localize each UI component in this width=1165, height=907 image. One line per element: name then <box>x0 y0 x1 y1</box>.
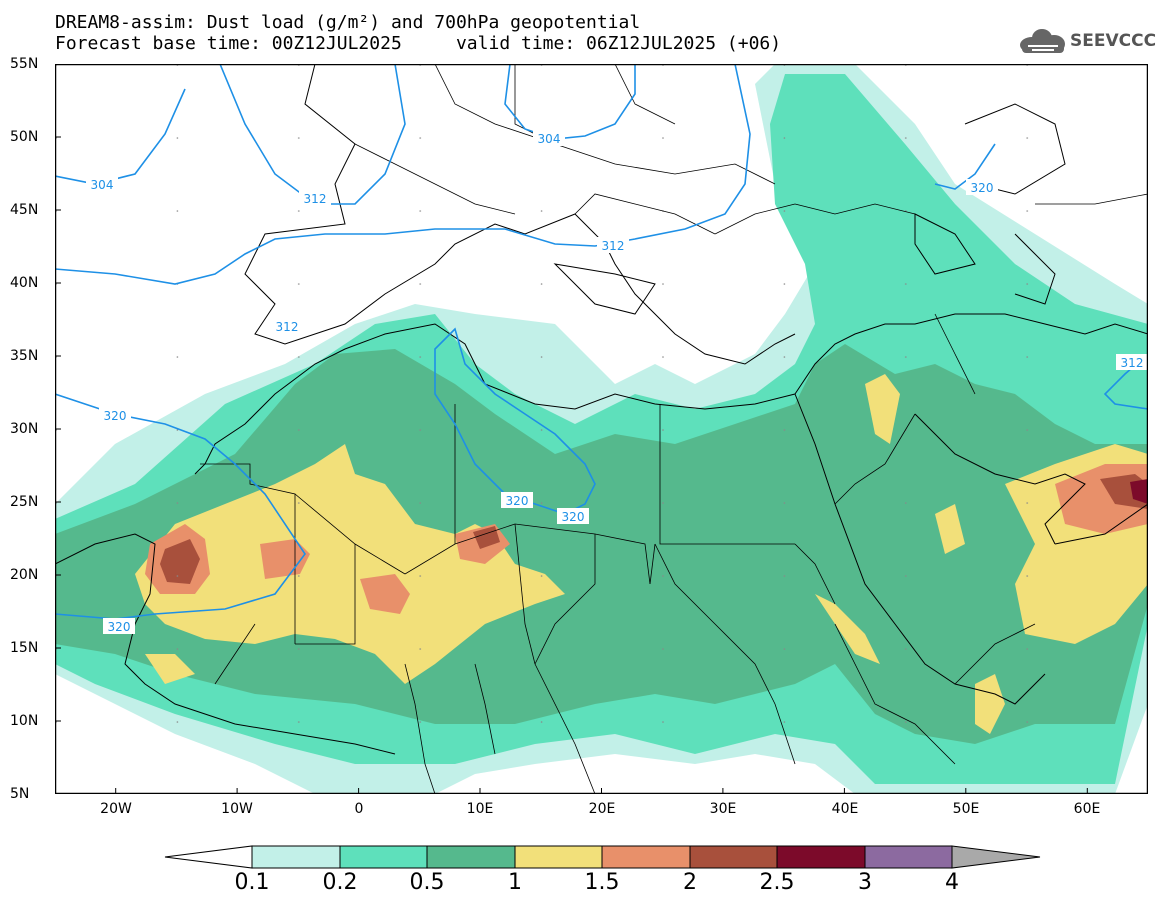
lat-label: 25N <box>10 494 39 510</box>
lat-label: 30N <box>10 421 39 437</box>
svg-text:312: 312 <box>276 320 299 334</box>
colorbar-bin <box>339 845 428 869</box>
chart-title: DREAM8-assim: Dust load (g/m²) and 700hP… <box>55 12 641 33</box>
lon-label: 50E <box>952 801 980 817</box>
colorbar-bin <box>601 845 691 869</box>
svg-text:320: 320 <box>562 510 585 524</box>
contour-label: 312 <box>1116 354 1148 370</box>
logo-text: SEEVCCC <box>1070 31 1157 51</box>
country-borders <box>200 64 1148 794</box>
colorbar-label: 0.1 <box>234 870 270 895</box>
colorbar-bin <box>426 845 516 869</box>
svg-text:320: 320 <box>108 620 131 634</box>
colorbar-label: 0.2 <box>322 870 358 895</box>
lon-label: 30E <box>709 801 737 817</box>
lon-label: 20W <box>100 801 132 817</box>
contour-label: 320 <box>501 492 533 508</box>
svg-text:320: 320 <box>104 409 127 423</box>
lat-label: 35N <box>10 348 39 364</box>
lat-label: 5N <box>10 786 30 802</box>
colorbar-low-arrow <box>164 845 253 869</box>
colorbar-bin <box>251 845 341 869</box>
contour-label: 320 <box>557 508 589 524</box>
svg-text:304: 304 <box>91 178 114 192</box>
svg-text:320: 320 <box>506 494 529 508</box>
axis-ticks <box>55 64 1088 794</box>
colorbar-bin <box>689 845 778 869</box>
colorbar-bin <box>864 845 953 869</box>
contour-label: 304 <box>533 130 565 146</box>
colorbar-bin <box>776 845 866 869</box>
lat-label: 50N <box>10 129 39 145</box>
colorbar-label: 3 <box>858 870 872 895</box>
colorbar-bin <box>514 845 603 869</box>
contour-label: 304 <box>86 176 118 192</box>
lat-label: 40N <box>10 275 39 291</box>
lon-label: 60E <box>1073 801 1101 817</box>
svg-text:312: 312 <box>304 192 327 206</box>
colorbar <box>164 845 1041 869</box>
colorbar-label: 2.5 <box>759 870 795 895</box>
lon-label: 20E <box>588 801 616 817</box>
seevccc-logo <box>1020 29 1065 53</box>
lon-label: 40E <box>831 801 859 817</box>
colorbar-label: 0.5 <box>409 870 445 895</box>
lon-label: 10W <box>221 801 253 817</box>
colorbar-label: 2 <box>683 870 697 895</box>
lat-label: 10N <box>10 713 39 729</box>
lat-label: 20N <box>10 567 39 583</box>
svg-text:312: 312 <box>602 239 625 253</box>
colorbar-label: 1.5 <box>584 870 620 895</box>
contour-label: 320 <box>966 179 998 195</box>
colorbar-high-arrow <box>951 845 1041 869</box>
coastlines <box>55 64 1148 755</box>
contour-label: 312 <box>271 318 303 334</box>
dust-load-map: 304 304 312 312 312 320 320 320 320 320 … <box>55 64 1148 794</box>
contour-label: 312 <box>597 237 629 253</box>
svg-text:320: 320 <box>971 181 994 195</box>
lat-label: 15N <box>10 640 39 656</box>
lat-label: 55N <box>10 56 39 72</box>
lon-label: 0 <box>354 801 364 817</box>
svg-text:312: 312 <box>1121 356 1144 370</box>
colorbar-label: 4 <box>945 870 959 895</box>
forecast-times: Forecast base time: 00Z12JUL2025 valid t… <box>55 33 782 54</box>
lon-label: 10E <box>466 801 494 817</box>
lat-label: 45N <box>10 202 39 218</box>
svg-text:304: 304 <box>538 132 561 146</box>
contour-label: 320 <box>103 618 135 634</box>
colorbar-label: 1 <box>508 870 522 895</box>
contour-label: 320 <box>99 407 131 423</box>
contour-label: 312 <box>299 190 331 206</box>
